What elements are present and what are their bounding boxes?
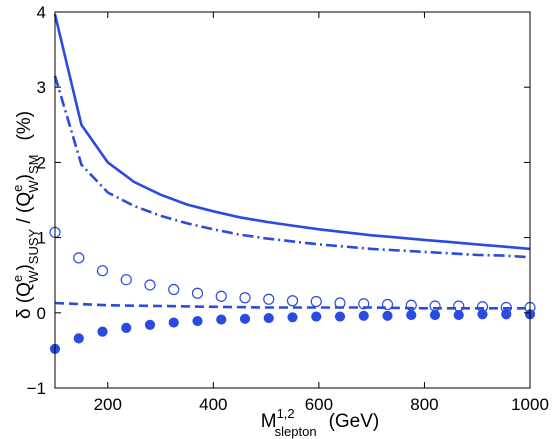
filled-circle-point bbox=[239, 313, 251, 324]
open-circle-point bbox=[286, 295, 299, 307]
open-circle-point bbox=[120, 274, 132, 286]
x-tick-label: 200 bbox=[94, 395, 122, 414]
filled-circle-point bbox=[334, 311, 346, 322]
filled-circle-point bbox=[382, 310, 393, 321]
filled-circle-point bbox=[121, 322, 132, 333]
filled-circle-point bbox=[477, 309, 488, 320]
plot-marks bbox=[49, 13, 536, 354]
filled-circle-point bbox=[429, 309, 441, 321]
filled-circle-point bbox=[453, 309, 464, 321]
open-circle-point bbox=[96, 265, 109, 277]
y-tick-label: 2 bbox=[37, 153, 46, 172]
open-circle-point bbox=[191, 287, 204, 299]
x-tick-label: 1000 bbox=[511, 395, 549, 414]
series-line-solid bbox=[53, 13, 531, 251]
filled-circle-point bbox=[73, 333, 84, 344]
filled-circle-point bbox=[97, 326, 108, 337]
filled-circle-point bbox=[406, 309, 417, 321]
y-tick-label: 1 bbox=[37, 229, 46, 248]
open-circle-point bbox=[168, 283, 180, 296]
open-circle-point bbox=[263, 293, 275, 305]
open-circle-point bbox=[334, 297, 346, 309]
y-tick-label: −1 bbox=[27, 379, 46, 398]
x-tick-label: 600 bbox=[305, 395, 333, 414]
open-circle-point bbox=[310, 295, 322, 308]
y-tick-label: 3 bbox=[37, 78, 46, 97]
filled-circle-point bbox=[168, 317, 179, 328]
series-line-dashed bbox=[54, 301, 530, 310]
series-line-dashdot bbox=[53, 75, 531, 259]
filled-circle-point bbox=[263, 312, 274, 324]
axis-ticks: 200 400 600 800 1000 −1 0 1 2 3 4 bbox=[27, 3, 549, 414]
open-circle-point bbox=[239, 292, 251, 304]
x-axis-label: M1,2 slepton (GeV) bbox=[261, 406, 380, 439]
plot-frame bbox=[54, 11, 531, 389]
open-circle-point bbox=[73, 252, 85, 264]
open-circle-point bbox=[453, 300, 465, 312]
filled-circle-point bbox=[144, 319, 156, 330]
open-circle-point bbox=[144, 279, 156, 291]
x-tick-label: 800 bbox=[410, 395, 438, 414]
filled-circle-point bbox=[192, 315, 203, 327]
open-circle-point bbox=[381, 298, 394, 311]
filled-circle-point bbox=[358, 310, 369, 321]
filled-circle-point bbox=[501, 309, 512, 320]
filled-circle-point bbox=[311, 311, 322, 322]
filled-circle-point bbox=[287, 312, 298, 323]
open-circle-point bbox=[215, 290, 227, 302]
x-tick-label: 400 bbox=[199, 395, 227, 414]
y-tick-label: 0 bbox=[37, 304, 46, 323]
filled-circle-point bbox=[216, 314, 227, 325]
open-circle-point bbox=[358, 298, 370, 310]
y-axis-label: δ (QeW)SUSY / (QeW)SM(%) bbox=[10, 111, 41, 319]
y-tick-label: 4 bbox=[37, 3, 46, 22]
